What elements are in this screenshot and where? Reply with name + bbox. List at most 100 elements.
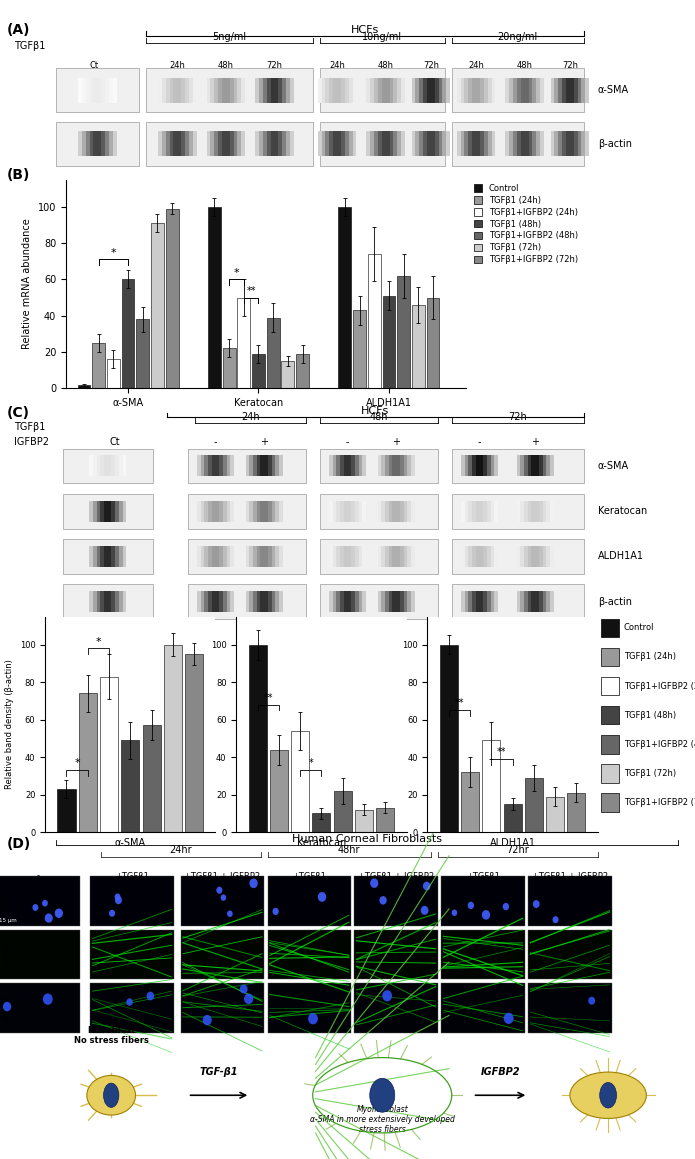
FancyBboxPatch shape — [201, 501, 204, 522]
FancyBboxPatch shape — [521, 501, 524, 522]
FancyBboxPatch shape — [521, 591, 524, 612]
FancyBboxPatch shape — [329, 455, 333, 476]
FancyBboxPatch shape — [461, 501, 465, 522]
FancyBboxPatch shape — [185, 78, 189, 103]
FancyBboxPatch shape — [543, 455, 546, 476]
FancyBboxPatch shape — [524, 455, 528, 476]
FancyBboxPatch shape — [570, 78, 574, 103]
FancyBboxPatch shape — [197, 501, 201, 522]
FancyBboxPatch shape — [468, 78, 472, 103]
FancyBboxPatch shape — [348, 591, 351, 612]
FancyBboxPatch shape — [487, 591, 491, 612]
FancyBboxPatch shape — [93, 131, 97, 156]
Ellipse shape — [452, 910, 457, 916]
Text: **: ** — [497, 748, 507, 757]
FancyBboxPatch shape — [234, 78, 238, 103]
FancyBboxPatch shape — [250, 546, 253, 567]
FancyBboxPatch shape — [162, 78, 165, 103]
FancyBboxPatch shape — [90, 78, 93, 103]
FancyBboxPatch shape — [268, 876, 351, 926]
FancyBboxPatch shape — [366, 78, 370, 103]
FancyBboxPatch shape — [461, 78, 464, 103]
FancyBboxPatch shape — [431, 78, 435, 103]
Text: 48h: 48h — [218, 61, 234, 71]
FancyBboxPatch shape — [261, 591, 264, 612]
FancyBboxPatch shape — [264, 591, 268, 612]
FancyBboxPatch shape — [393, 501, 396, 522]
FancyBboxPatch shape — [255, 78, 259, 103]
FancyBboxPatch shape — [359, 455, 362, 476]
FancyBboxPatch shape — [197, 455, 201, 476]
Text: HCFs: HCFs — [351, 24, 379, 35]
FancyBboxPatch shape — [488, 131, 491, 156]
FancyBboxPatch shape — [341, 78, 345, 103]
FancyBboxPatch shape — [349, 131, 352, 156]
FancyBboxPatch shape — [108, 455, 111, 476]
FancyBboxPatch shape — [435, 78, 439, 103]
FancyBboxPatch shape — [279, 546, 283, 567]
FancyBboxPatch shape — [472, 591, 476, 612]
Text: +TGFβ1: +TGFβ1 — [293, 872, 326, 881]
FancyBboxPatch shape — [344, 501, 348, 522]
FancyBboxPatch shape — [56, 122, 139, 166]
Bar — [567, 793, 585, 832]
Bar — [398, 276, 410, 388]
FancyBboxPatch shape — [601, 735, 619, 753]
FancyBboxPatch shape — [585, 131, 589, 156]
Ellipse shape — [203, 1015, 212, 1026]
FancyBboxPatch shape — [230, 501, 234, 522]
FancyBboxPatch shape — [491, 501, 494, 522]
FancyBboxPatch shape — [398, 131, 401, 156]
Bar — [185, 654, 203, 832]
FancyBboxPatch shape — [483, 455, 487, 476]
FancyBboxPatch shape — [245, 501, 250, 522]
Text: 24hr: 24hr — [170, 845, 192, 855]
FancyBboxPatch shape — [241, 131, 245, 156]
Bar — [122, 279, 134, 388]
Text: *: * — [74, 758, 80, 768]
Ellipse shape — [504, 1013, 514, 1025]
FancyBboxPatch shape — [351, 546, 355, 567]
FancyBboxPatch shape — [377, 455, 382, 476]
FancyBboxPatch shape — [461, 546, 465, 567]
FancyBboxPatch shape — [390, 131, 393, 156]
FancyBboxPatch shape — [427, 131, 431, 156]
Text: +TGFβ1 + IGFBP2: +TGFβ1 + IGFBP2 — [358, 872, 434, 881]
FancyBboxPatch shape — [407, 591, 411, 612]
Ellipse shape — [502, 903, 509, 910]
Text: 72hr: 72hr — [507, 845, 529, 855]
Bar — [376, 808, 394, 832]
Text: TGF-β1: TGF-β1 — [199, 1066, 238, 1077]
FancyBboxPatch shape — [263, 131, 267, 156]
FancyBboxPatch shape — [351, 501, 355, 522]
Ellipse shape — [318, 892, 326, 902]
FancyBboxPatch shape — [181, 78, 185, 103]
FancyBboxPatch shape — [476, 546, 480, 567]
FancyBboxPatch shape — [272, 591, 275, 612]
FancyBboxPatch shape — [407, 455, 411, 476]
FancyBboxPatch shape — [212, 501, 215, 522]
Bar — [355, 810, 373, 832]
FancyBboxPatch shape — [480, 131, 484, 156]
Text: TGFβ1 (48h): TGFβ1 (48h) — [624, 710, 676, 720]
FancyBboxPatch shape — [452, 449, 584, 483]
FancyBboxPatch shape — [253, 546, 256, 567]
FancyBboxPatch shape — [574, 78, 578, 103]
FancyBboxPatch shape — [461, 131, 464, 156]
FancyBboxPatch shape — [201, 546, 204, 567]
Text: **: ** — [263, 693, 273, 702]
FancyBboxPatch shape — [374, 131, 378, 156]
FancyBboxPatch shape — [411, 501, 415, 522]
FancyBboxPatch shape — [322, 131, 325, 156]
FancyBboxPatch shape — [214, 131, 218, 156]
FancyBboxPatch shape — [173, 131, 177, 156]
Ellipse shape — [553, 916, 559, 924]
FancyBboxPatch shape — [337, 78, 341, 103]
Text: TGFβ1+IGFBP2 (72h): TGFβ1+IGFBP2 (72h) — [624, 799, 695, 807]
FancyBboxPatch shape — [601, 619, 619, 637]
FancyBboxPatch shape — [539, 591, 543, 612]
FancyBboxPatch shape — [393, 78, 398, 103]
FancyBboxPatch shape — [341, 131, 345, 156]
FancyBboxPatch shape — [521, 546, 524, 567]
Text: TGFβ1 (24h): TGFβ1 (24h) — [624, 653, 676, 662]
